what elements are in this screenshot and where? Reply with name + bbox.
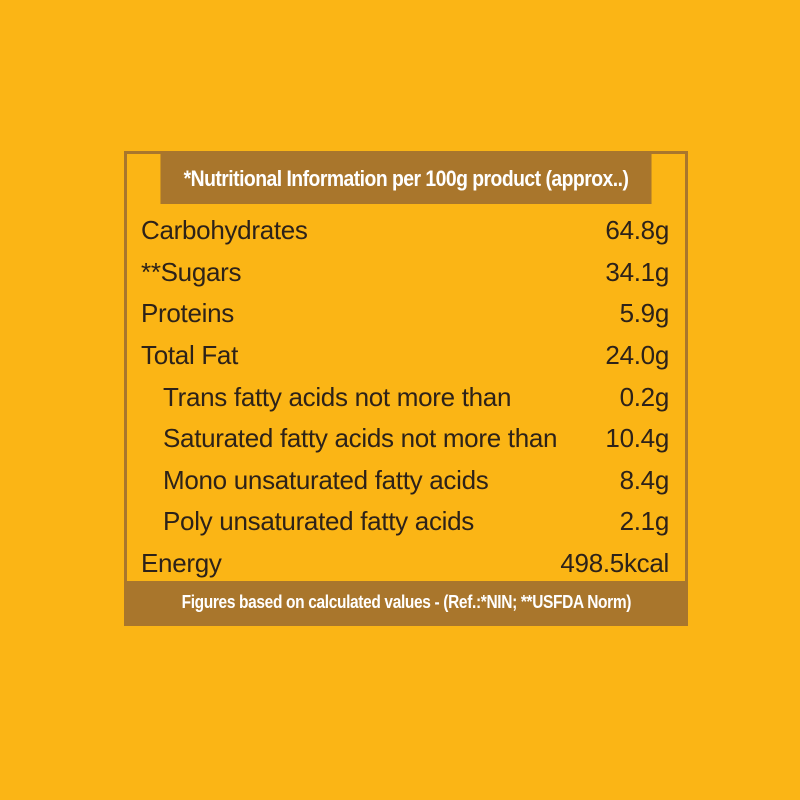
nutrient-label: Mono unsaturated fatty acids bbox=[163, 464, 489, 495]
nutrient-value: 24.0g bbox=[605, 340, 669, 371]
nutrient-value: 2.1g bbox=[619, 506, 670, 537]
nutrient-label: Total Fat bbox=[141, 340, 239, 371]
nutrient-value: 0.2g bbox=[619, 381, 670, 412]
nutrient-row-sugars: **Sugars 34.1g bbox=[141, 252, 669, 294]
nutrient-label: Proteins bbox=[141, 298, 234, 329]
nutrient-label: **Sugars bbox=[141, 256, 242, 287]
nutrient-row-energy: Energy 498.5kcal bbox=[141, 543, 669, 585]
nutrient-row-proteins: Proteins 5.9g bbox=[141, 293, 669, 335]
nutrient-value: 5.9g bbox=[619, 298, 670, 329]
nutrient-value: 34.1g bbox=[605, 256, 669, 287]
nutrient-label: Energy bbox=[141, 548, 222, 579]
panel-title: *Nutritional Information per 100g produc… bbox=[160, 154, 652, 204]
nutrition-panel: *Nutritional Information per 100g produc… bbox=[124, 151, 688, 626]
nutrient-value: 498.5kcal bbox=[560, 548, 669, 579]
nutrient-row-saturated-fat: Saturated fatty acids not more than 10.4… bbox=[141, 418, 669, 460]
nutrient-label: Saturated fatty acids not more than bbox=[163, 423, 558, 454]
nutrient-value: 10.4g bbox=[605, 423, 669, 454]
nutrient-row-mono-unsaturated-fat: Mono unsaturated fatty acids 8.4g bbox=[141, 460, 669, 502]
nutrient-row-trans-fat: Trans fatty acids not more than 0.2g bbox=[141, 376, 669, 418]
footer-note: Figures based on calculated values - (Re… bbox=[181, 591, 631, 612]
panel-footer: Figures based on calculated values - (Re… bbox=[127, 581, 685, 623]
nutrient-row-carbohydrates: Carbohydrates 64.8g bbox=[141, 210, 669, 252]
nutrient-value: 8.4g bbox=[619, 464, 670, 495]
nutrient-row-total-fat: Total Fat 24.0g bbox=[141, 335, 669, 377]
nutrient-label: Trans fatty acids not more than bbox=[163, 381, 512, 412]
nutrient-label: Poly unsaturated fatty acids bbox=[163, 506, 475, 537]
nutrition-rows: Carbohydrates 64.8g **Sugars 34.1g Prote… bbox=[127, 204, 685, 584]
nutrient-value: 64.8g bbox=[605, 215, 669, 246]
nutrient-label: Carbohydrates bbox=[141, 215, 308, 246]
nutrient-row-poly-unsaturated-fat: Poly unsaturated fatty acids 2.1g bbox=[141, 501, 669, 543]
